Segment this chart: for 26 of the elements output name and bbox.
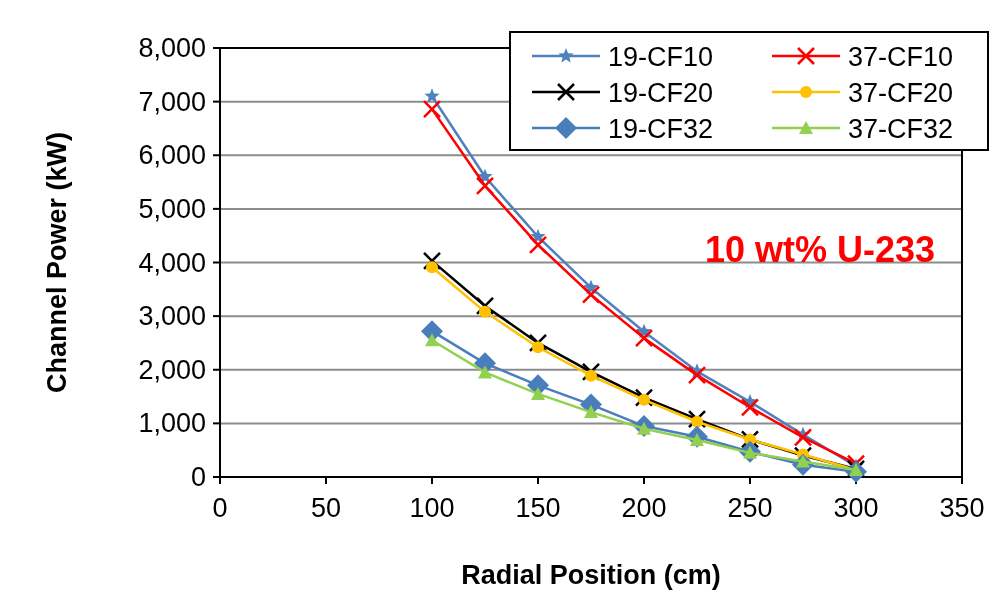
legend-label: 37-CF32 <box>848 114 954 144</box>
y-axis-title: Channel Power (kW) <box>42 131 72 394</box>
y-tick-label: 4,000 <box>138 247 206 278</box>
y-tick-label: 7,000 <box>138 86 206 117</box>
legend-label: 37-CF10 <box>848 42 954 72</box>
y-tick-label: 8,000 <box>138 33 206 63</box>
legend-label: 19-CF10 <box>608 42 714 72</box>
x-tick-label: 350 <box>939 493 985 523</box>
legend-label: 19-CF32 <box>608 114 714 144</box>
legend-label: 19-CF20 <box>608 78 714 108</box>
x-tick-label: 200 <box>621 493 667 523</box>
x-tick-label: 0 <box>212 493 228 523</box>
y-tick-label: 3,000 <box>138 301 206 332</box>
annotation: 10 wt% U-233 <box>704 229 935 270</box>
x-tick-label: 250 <box>727 493 773 523</box>
x-tick-label: 100 <box>409 493 455 523</box>
x-tick-label: 50 <box>310 493 342 523</box>
x-tick-label: 150 <box>515 493 561 523</box>
y-tick-label: 6,000 <box>138 140 206 171</box>
y-tick-label: 5,000 <box>138 193 206 224</box>
x-axis-title: Radial Position (cm) <box>461 560 721 590</box>
y-tick-label: 0 <box>190 462 206 492</box>
x-tick-label: 300 <box>833 493 879 523</box>
legend-label: 37-CF20 <box>848 78 954 108</box>
y-tick-label: 1,000 <box>138 408 206 439</box>
y-tick-label: 2,000 <box>138 354 206 385</box>
